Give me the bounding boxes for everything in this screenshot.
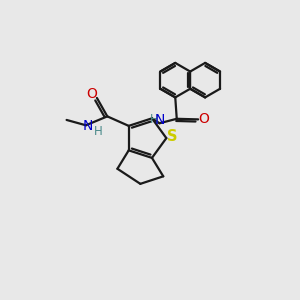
Text: S: S	[167, 129, 178, 144]
Text: N: N	[155, 113, 165, 127]
Text: O: O	[198, 112, 208, 126]
Text: H: H	[150, 113, 158, 126]
Text: N: N	[83, 119, 94, 134]
Text: O: O	[86, 87, 97, 101]
Text: H: H	[94, 125, 103, 138]
